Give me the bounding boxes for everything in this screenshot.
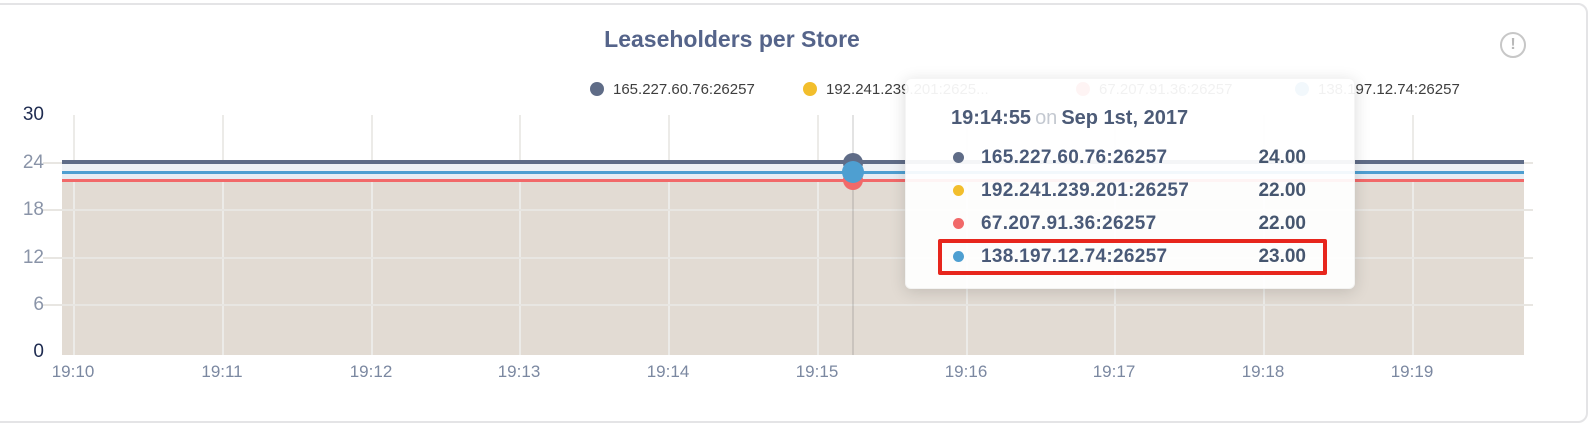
series-value: 23.00 <box>1258 245 1306 267</box>
series-name: 192.241.239.201:26257 <box>981 179 1190 201</box>
band-between-blue-red <box>62 174 1524 179</box>
series-value: 22.00 <box>1258 179 1306 201</box>
series-name: 165.227.60.76:26257 <box>981 146 1168 168</box>
y-axis-label: 24 <box>22 152 44 173</box>
series-line-blue <box>62 171 1524 174</box>
x-axis-label: 19:19 <box>1390 362 1434 381</box>
tooltip-on-word: on <box>1035 107 1058 129</box>
y-axis-label: 30 <box>22 104 44 125</box>
tooltip-timestamp: 19:14:55 on Sep 1st, 2017 <box>951 107 1188 130</box>
series-dot-blue <box>953 251 964 262</box>
info-icon[interactable]: ! <box>1500 32 1526 58</box>
y-axis-label: 18 <box>22 199 44 220</box>
x-axis-label: 19:16 <box>944 362 988 381</box>
x-axis-label: 19:18 <box>1241 362 1285 381</box>
tooltip-rows: 165.227.60.76:26257 24.00 192.241.239.20… <box>953 141 1306 273</box>
tooltip-row: 165.227.60.76:26257 24.00 <box>953 141 1306 174</box>
gridline-vertical <box>519 115 521 355</box>
tooltip-row: 67.207.91.36:26257 22.00 <box>953 207 1306 240</box>
legend-dot-navy <box>590 82 604 96</box>
legend-item-node1[interactable]: 165.227.60.76:26257 <box>590 80 755 98</box>
legend-dot-yellow <box>803 82 817 96</box>
y-axis-label: 12 <box>22 247 44 268</box>
x-axis-label: 19:17 <box>1092 362 1136 381</box>
band-between-navy-blue <box>62 164 1524 171</box>
chart-title: Leaseholders per Store <box>604 26 860 52</box>
tooltip-row: 192.241.239.201:26257 22.00 <box>953 174 1306 207</box>
series-dot-red <box>953 218 964 229</box>
legend-label: 165.227.60.76:26257 <box>613 80 755 98</box>
hover-crosshair-line <box>852 115 854 355</box>
x-axis-label: 19:11 <box>201 362 243 381</box>
gridline-vertical <box>73 115 75 355</box>
gridline-vertical <box>1412 115 1414 355</box>
gridline-horizontal <box>43 257 1533 259</box>
gridline-horizontal <box>43 209 1533 211</box>
tooltip-time: 19:14:55 <box>951 107 1032 129</box>
series-value: 22.00 <box>1258 212 1306 234</box>
series-dot-navy <box>953 152 964 163</box>
chart-tooltip: 19:14:55 on Sep 1st, 2017 165.227.60.76:26… <box>905 78 1355 289</box>
series-line-red <box>62 179 1524 182</box>
x-axis-label: 19:14 <box>646 362 690 381</box>
gridline-vertical <box>668 115 670 355</box>
tooltip-row-highlighted: 138.197.12.74:26257 23.00 <box>953 240 1306 273</box>
tooltip-date: Sep 1st, 2017 <box>1061 107 1189 129</box>
y-axis-label: 0 <box>33 341 44 362</box>
gridline-vertical <box>817 115 819 355</box>
gridline-horizontal <box>43 304 1533 306</box>
hover-point-blue <box>842 161 864 183</box>
series-dot-yellow <box>953 185 964 196</box>
series-name: 138.197.12.74:26257 <box>981 245 1168 267</box>
exclamation-glyph: ! <box>1510 36 1516 53</box>
x-axis-label: 19:15 <box>795 362 839 381</box>
x-axis-label: 19:13 <box>497 362 541 381</box>
series-value: 24.00 <box>1258 146 1306 168</box>
series-name: 67.207.91.36:26257 <box>981 212 1157 234</box>
y-axis-label: 6 <box>33 294 44 315</box>
x-axis-label: 19:10 <box>51 362 95 381</box>
gridline-vertical <box>371 115 373 355</box>
gridline-vertical <box>222 115 224 355</box>
series-line-navy <box>62 160 1524 164</box>
x-axis-label: 19:12 <box>349 362 393 381</box>
